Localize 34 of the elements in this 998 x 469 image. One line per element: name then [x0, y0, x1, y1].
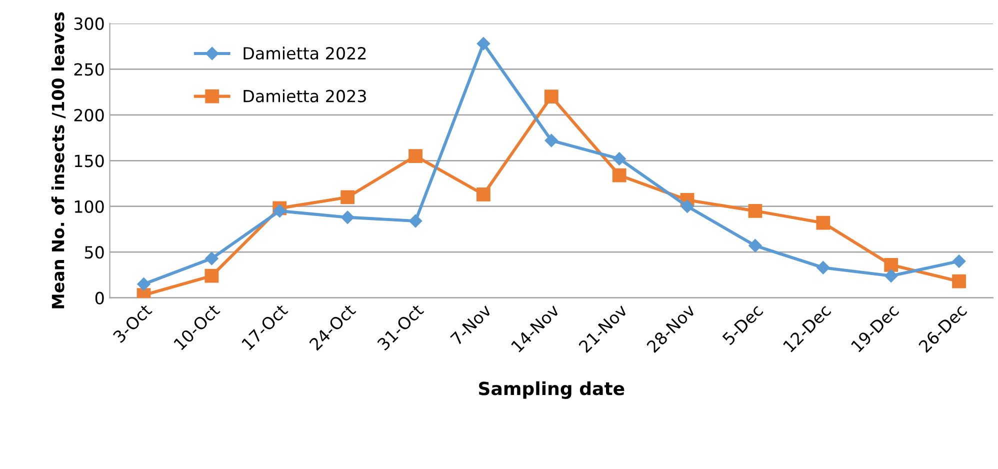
- legend-label: Damietta 2022: [244, 46, 366, 60]
- point: [205, 252, 218, 266]
- y-tick-label: 150: [74, 154, 104, 168]
- y-axis-title: Mean No. of insects /100 leaves: [51, 12, 66, 308]
- point: [612, 152, 626, 166]
- x-axis-title: Sampling date: [479, 381, 624, 399]
- point: [816, 261, 830, 274]
- point: [544, 134, 558, 148]
- y-tick-label: 50: [84, 246, 104, 259]
- point: [952, 254, 966, 268]
- point: [612, 168, 626, 182]
- y-tick-label: 100: [74, 200, 104, 213]
- point: [137, 278, 150, 291]
- point: [952, 274, 966, 288]
- point: [340, 190, 355, 204]
- point: [408, 214, 422, 228]
- point: [816, 216, 830, 230]
- point: [204, 268, 219, 283]
- point: [408, 149, 422, 164]
- point: [340, 210, 354, 224]
- point: [476, 36, 490, 50]
- point: [476, 188, 490, 202]
- point: [748, 204, 762, 218]
- point: [273, 204, 286, 218]
- point: [680, 200, 694, 213]
- y-tick-label: 200: [74, 108, 104, 122]
- legend-label: Damietta 2023: [244, 89, 366, 102]
- point: [748, 239, 762, 252]
- y-tick-label: 300: [74, 17, 104, 30]
- y-tick-label: 0: [95, 292, 104, 304]
- point: [884, 258, 898, 272]
- point: [884, 269, 898, 282]
- y-tick-label: 250: [74, 63, 104, 76]
- point: [544, 90, 558, 104]
